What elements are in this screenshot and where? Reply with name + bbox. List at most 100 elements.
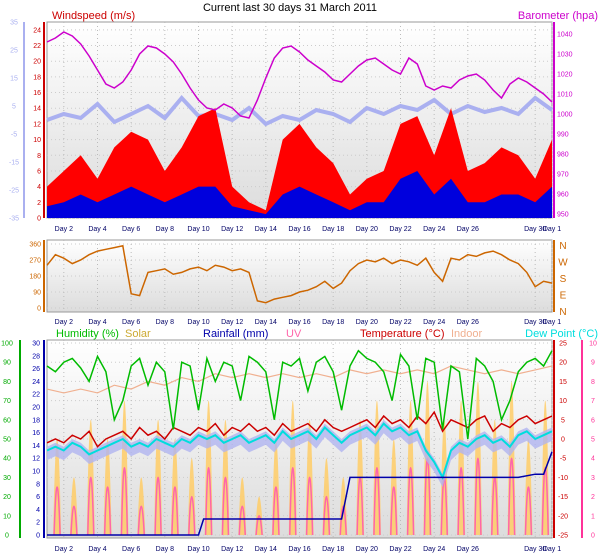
humidity-tick-label: 60	[3, 417, 11, 424]
x-tick-label: Day 12	[221, 546, 243, 553]
humidity-tick-label: 30	[3, 475, 11, 482]
x-tick-label: Day 10	[187, 226, 209, 233]
x-tick-label: Day 26	[457, 319, 479, 326]
wind-panel-axes: 2422201816141210864203525155-5-15-25-351…	[9, 20, 573, 234]
wind-tick-label: 20	[33, 59, 41, 66]
baro-tick-label: 990	[557, 132, 569, 139]
direction-tick-label: 180	[29, 274, 41, 281]
rain-tick-label: 0	[36, 533, 40, 540]
humidity-tick-label: 10	[3, 513, 11, 520]
uv-day-mark	[87, 476, 95, 536]
uv-day-mark	[322, 496, 331, 536]
legend-rainfall: Rainfall (mm)	[203, 328, 268, 340]
rain-tick-label: 16	[32, 430, 40, 437]
x-tick-label: Day 18	[322, 226, 344, 233]
x-tick-label: Day 22	[389, 319, 411, 326]
uv-day-mark	[373, 467, 381, 536]
left-axis-tick-label: 35	[10, 20, 18, 27]
rain-tick-label: 4	[36, 507, 40, 514]
baro-tick-label: 1020	[557, 72, 573, 79]
x-tick-label: Day 1	[543, 546, 561, 553]
x-tick-label: Day 6	[122, 319, 140, 326]
uv-day-mark	[305, 476, 314, 536]
wind-tick-label: 12	[33, 121, 41, 128]
x-tick-label: Day 26	[457, 226, 479, 233]
wind-tick-label: 6	[37, 168, 41, 175]
rain-tick-label: 8	[36, 481, 40, 488]
direction-tick-label: 270	[29, 258, 41, 265]
x-tick-label: Day 4	[88, 546, 106, 553]
indoor-temperature-line	[46, 365, 553, 394]
compass-label: N	[559, 307, 566, 318]
temperature-tick-label: -5	[560, 456, 566, 463]
baro-tick-label: 1010	[557, 92, 573, 99]
legend-humidity: Humidity (%)	[56, 328, 119, 340]
left-axis-tick-label: -5	[11, 132, 17, 139]
x-tick-label: Day 30	[524, 546, 546, 553]
temperature-tick-label: -10	[558, 475, 568, 482]
temperature-line	[46, 410, 553, 448]
x-tick-label: Day 30	[524, 319, 546, 326]
uv-day-mark	[221, 476, 230, 536]
uv-day-mark	[120, 467, 129, 536]
x-tick-label: Day 4	[88, 319, 106, 326]
baro-tick-label: 1030	[557, 52, 573, 59]
x-tick-label: Day 2	[55, 546, 73, 553]
x-tick-label: Day 16	[288, 226, 310, 233]
x-tick-label: Day 12	[221, 226, 243, 233]
direction-tick-label: 0	[37, 306, 41, 313]
left-axis-tick-label: 15	[10, 76, 18, 83]
chart-title: Current last 30 days 31 March 2011	[203, 2, 377, 14]
direction-tick-label: 90	[33, 290, 41, 297]
rain-tick-label: 18	[32, 417, 40, 424]
left-axis-tick-label: 5	[12, 104, 16, 111]
x-tick-label: Day 10	[187, 546, 209, 553]
uv-tick-label: 4	[591, 456, 595, 463]
x-tick-label: Day 1	[543, 319, 561, 326]
x-tick-label: Day 20	[356, 226, 378, 233]
uv-tick-label: 9	[591, 360, 595, 367]
legend-dewpoint: Dew Point (°C)	[525, 328, 598, 340]
rainfall-line	[47, 451, 553, 536]
uv-day-mark	[390, 486, 398, 536]
compass-label: S	[560, 274, 567, 285]
dewpoint-line	[46, 422, 553, 480]
wind-direction-line	[46, 244, 553, 304]
uv-day-mark	[238, 505, 247, 536]
temperature-tick-label: 10	[559, 398, 567, 405]
uv-day-mark	[188, 496, 196, 536]
left-axis-tick-label: -35	[9, 216, 19, 223]
rain-tick-label: 28	[32, 353, 40, 360]
climate-panel-grid	[47, 340, 553, 538]
wind-tick-label: 14	[33, 106, 41, 113]
x-tick-label: Day 20	[356, 546, 378, 553]
wind-tick-label: 2	[37, 200, 41, 207]
left-axis-tick-label: 25	[10, 48, 18, 55]
uv-tick-label: 8	[591, 379, 595, 386]
x-tick-label: Day 30	[524, 226, 546, 233]
x-tick-label: Day 12	[221, 319, 243, 326]
x-tick-label: Day 24	[423, 546, 445, 553]
x-tick-label: Day 16	[288, 319, 310, 326]
legend-barometer: Barometer (hpa)	[518, 10, 598, 22]
x-tick-label: Day 20	[356, 319, 378, 326]
rain-tick-label: 6	[36, 494, 40, 501]
humidity-tick-label: 90	[3, 360, 11, 367]
baro-tick-label: 1040	[557, 32, 573, 39]
uv-day-mark	[53, 486, 61, 536]
humidity-line	[46, 349, 553, 440]
direction-panel-grid	[47, 240, 553, 312]
temperature-tick-label: 0	[561, 437, 565, 444]
x-tick-label: Day 2	[55, 226, 73, 233]
uv-tick-label: 6	[591, 417, 595, 424]
uv-day-mark	[137, 505, 146, 536]
rain-tick-label: 24	[32, 379, 40, 386]
barometer-shadow-line	[46, 94, 554, 127]
left-axis-tick-label: -15	[9, 160, 19, 167]
baro-tick-label: 980	[557, 152, 569, 159]
rain-tick-label: 30	[32, 341, 40, 348]
temperature-tick-label: 5	[561, 417, 565, 424]
rain-tick-label: 20	[32, 405, 40, 412]
uv-day-mark	[255, 515, 263, 536]
uv-tick-label: 7	[591, 398, 595, 405]
